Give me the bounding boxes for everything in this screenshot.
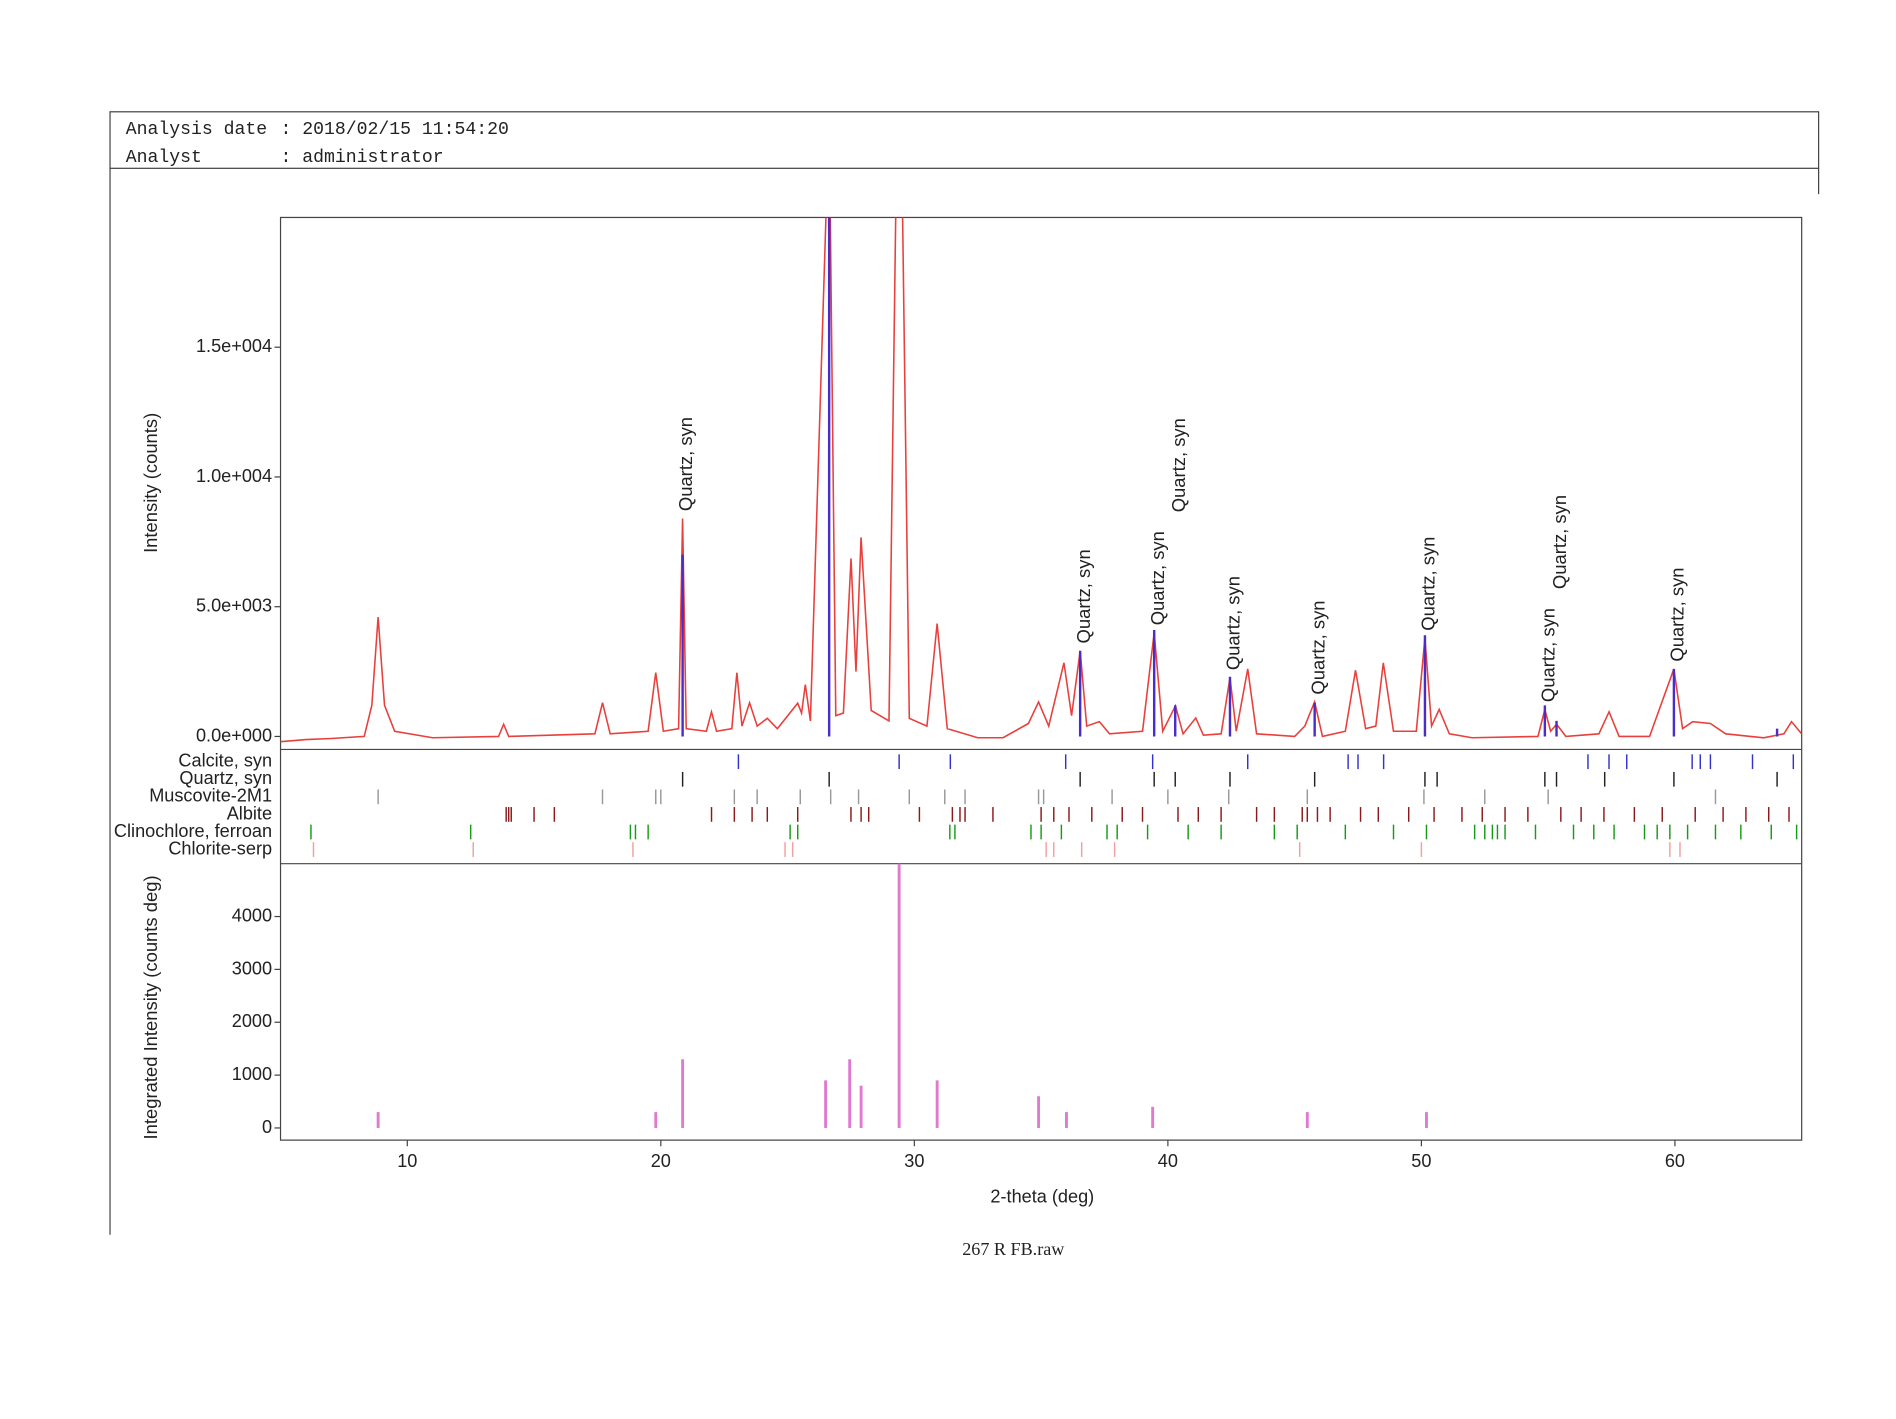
peak-label: Quartz, syn: [675, 417, 696, 511]
y-axis-label: Intensity (counts): [140, 413, 161, 553]
date-value: : 2018/02/15 11:54:20: [281, 120, 509, 140]
y-tick-label: 5.0e+003: [196, 594, 272, 615]
y-axis-label: Integrated Intensity (counts deg): [140, 875, 161, 1139]
file-name: 267 R FB.raw: [962, 1239, 1065, 1259]
plot-area: [280, 217, 1802, 743]
peak-label: Quartz, syn: [1549, 495, 1570, 589]
phase-name: Clinochlore, ferroan: [114, 820, 272, 841]
phase-name: Muscovite-2M1: [149, 785, 272, 806]
y-tick-label: 1.5e+004: [196, 335, 272, 356]
integrated-bar: [935, 1080, 939, 1128]
y-tick-label: 0: [262, 1116, 272, 1137]
integrated-bar: [681, 1059, 685, 1128]
peak-label: Quartz, syn: [1223, 576, 1244, 670]
phase-name: Quartz, syn: [179, 767, 272, 788]
peak-label: Quartz, syn: [1307, 600, 1328, 694]
y-tick-label: 0.0e+000: [196, 724, 272, 745]
integrated-bar: [1065, 1112, 1068, 1128]
integrated-bar: [848, 1059, 852, 1128]
integrated-bar: [1305, 1112, 1309, 1128]
header-box: [109, 111, 1820, 169]
integrated-bar: [824, 1080, 828, 1128]
integrated-bar: [376, 1112, 380, 1128]
pattern-line: [280, 217, 1802, 743]
integrated-bar: [1151, 1106, 1155, 1128]
analyst-label: Analyst: [126, 148, 202, 168]
peak-label: Quartz, syn: [1538, 608, 1559, 702]
y-tick-label: 1000: [232, 1063, 272, 1084]
phase-name: Albite: [227, 802, 272, 823]
peak-label: Quartz, syn: [1073, 549, 1094, 643]
x-tick-label: 40: [1158, 1150, 1178, 1171]
integrated-bar: [654, 1112, 658, 1128]
y-tick-label: 3000: [232, 957, 272, 978]
peak-label: Quartz, syn: [1418, 537, 1439, 631]
integrated-bar: [1037, 1096, 1041, 1128]
date-label: Analysis date: [126, 120, 267, 140]
peak-label: Quartz, syn: [1667, 567, 1688, 661]
analyst-value: : administrator: [281, 148, 444, 168]
y-tick-label: 4000: [232, 904, 272, 925]
y-tick-label: 1.0e+004: [196, 465, 272, 486]
plot-area: [376, 863, 1428, 1128]
integrated-bar: [1425, 1112, 1428, 1128]
x-axis-label: 2-theta (deg): [990, 1186, 1094, 1207]
phase-name: Chlorite-serp: [168, 837, 272, 858]
integrated-bar: [859, 1085, 863, 1128]
peak-label: Quartz, syn: [1147, 531, 1168, 625]
x-tick-label: 60: [1665, 1150, 1685, 1171]
plot-frame: [279, 216, 1803, 1141]
x-tick-label: 30: [904, 1150, 924, 1171]
y-tick-label: 2000: [232, 1010, 272, 1031]
x-tick-label: 50: [1411, 1150, 1431, 1171]
integrated-bar: [897, 863, 901, 1128]
phase-name: Calcite, syn: [178, 749, 272, 770]
x-tick-label: 10: [397, 1150, 417, 1171]
peak-label: Quartz, syn: [1168, 418, 1189, 512]
x-tick-label: 20: [651, 1150, 671, 1171]
